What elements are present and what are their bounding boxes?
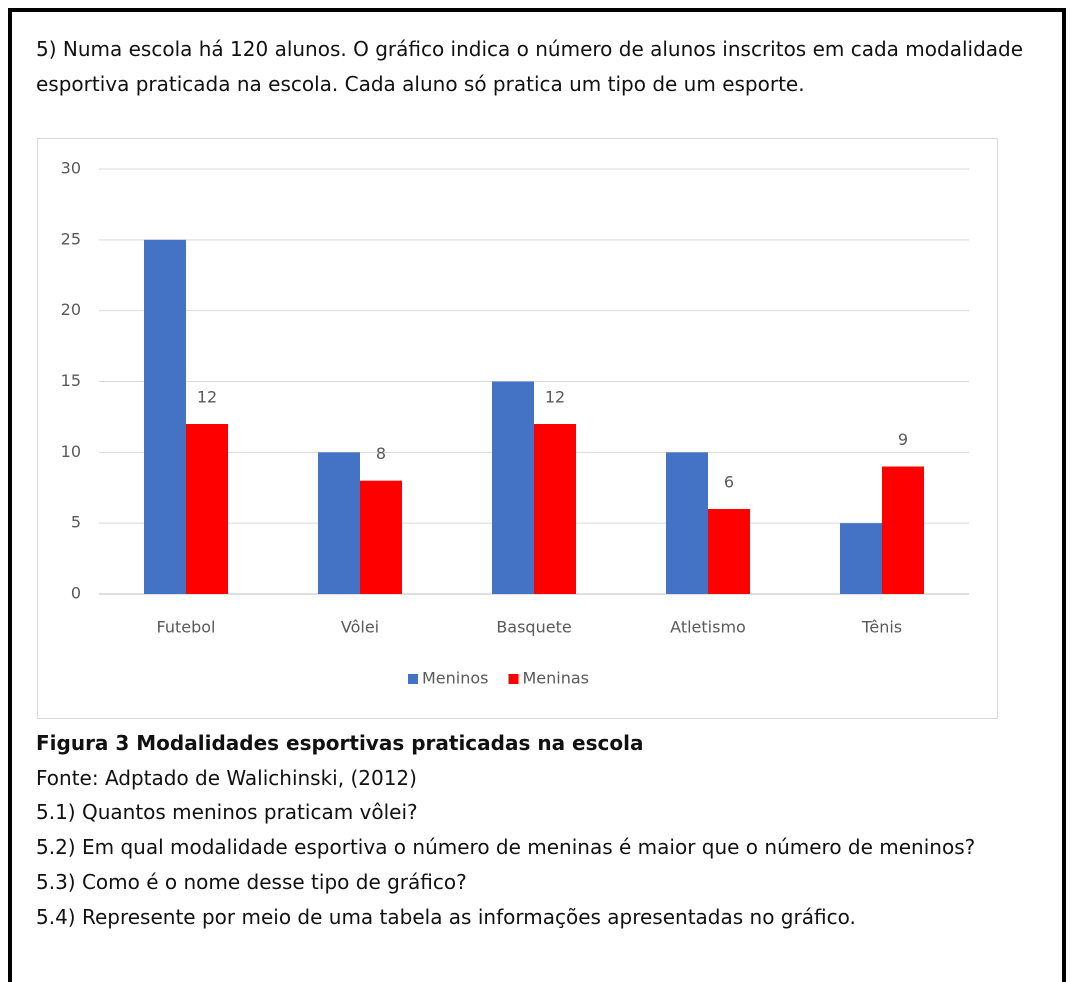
bar <box>186 424 228 594</box>
questions: 5.1) Quantos meninos praticam vôlei? 5.2)… <box>36 795 1046 935</box>
y-tick-label: 30 <box>61 159 81 178</box>
y-tick-label: 0 <box>71 584 81 603</box>
y-tick-label: 25 <box>61 229 81 248</box>
bar <box>318 452 360 594</box>
bar <box>708 509 750 594</box>
bar <box>840 523 882 594</box>
bar <box>492 381 534 594</box>
x-tick-label: Vôlei <box>341 618 379 637</box>
bar <box>882 466 924 594</box>
question-item: 5.2) Em qual modalidade esportiva o núme… <box>36 835 976 859</box>
chart: 0 5 10 15 20 25 30 Futebol 12 Vôlei 8 Basquete 12 Atl… <box>37 138 998 719</box>
y-tick-label: 15 <box>61 371 81 390</box>
data-label: 9 <box>898 430 908 449</box>
legend-swatch <box>408 674 418 684</box>
data-label: 8 <box>376 444 386 463</box>
question: 5) Numa escola há 120 alunos. O gráfico … <box>36 37 1024 96</box>
bar <box>144 239 186 594</box>
x-tick-label: Atletismo <box>670 618 746 637</box>
x-tick-label: Tênis <box>861 618 902 637</box>
question-item: 5.4) Represente por meio de uma tabela a… <box>36 905 856 929</box>
bar <box>534 424 576 594</box>
x-tick-label: Basquete <box>496 618 571 637</box>
legend-label: Meninos <box>422 669 489 688</box>
question-item: 5.3) Como é o nome desse tipo de gráfico… <box>36 870 467 894</box>
legend-swatch <box>508 674 519 684</box>
y-tick-label: 20 <box>61 300 81 319</box>
source: Fonte: Adptado de Walichinski, (2012) <box>36 766 417 790</box>
page: 5) Numa escola há 120 alunos. O gráfico … <box>8 8 1066 982</box>
x-tick-label: Futebol <box>157 618 216 637</box>
legend-label: Meninas <box>523 669 590 688</box>
data-label: 6 <box>724 473 734 492</box>
data-label: 12 <box>545 388 565 407</box>
question-item: 5.1) Quantos meninos praticam vôlei? <box>36 800 418 824</box>
data-label: 12 <box>197 388 217 407</box>
y-tick-label: 10 <box>61 442 81 461</box>
caption: Figura 3 Modalidades esportivas praticad… <box>36 731 644 755</box>
y-tick-label: 5 <box>71 513 81 532</box>
bar <box>666 452 708 594</box>
bar <box>360 480 402 594</box>
